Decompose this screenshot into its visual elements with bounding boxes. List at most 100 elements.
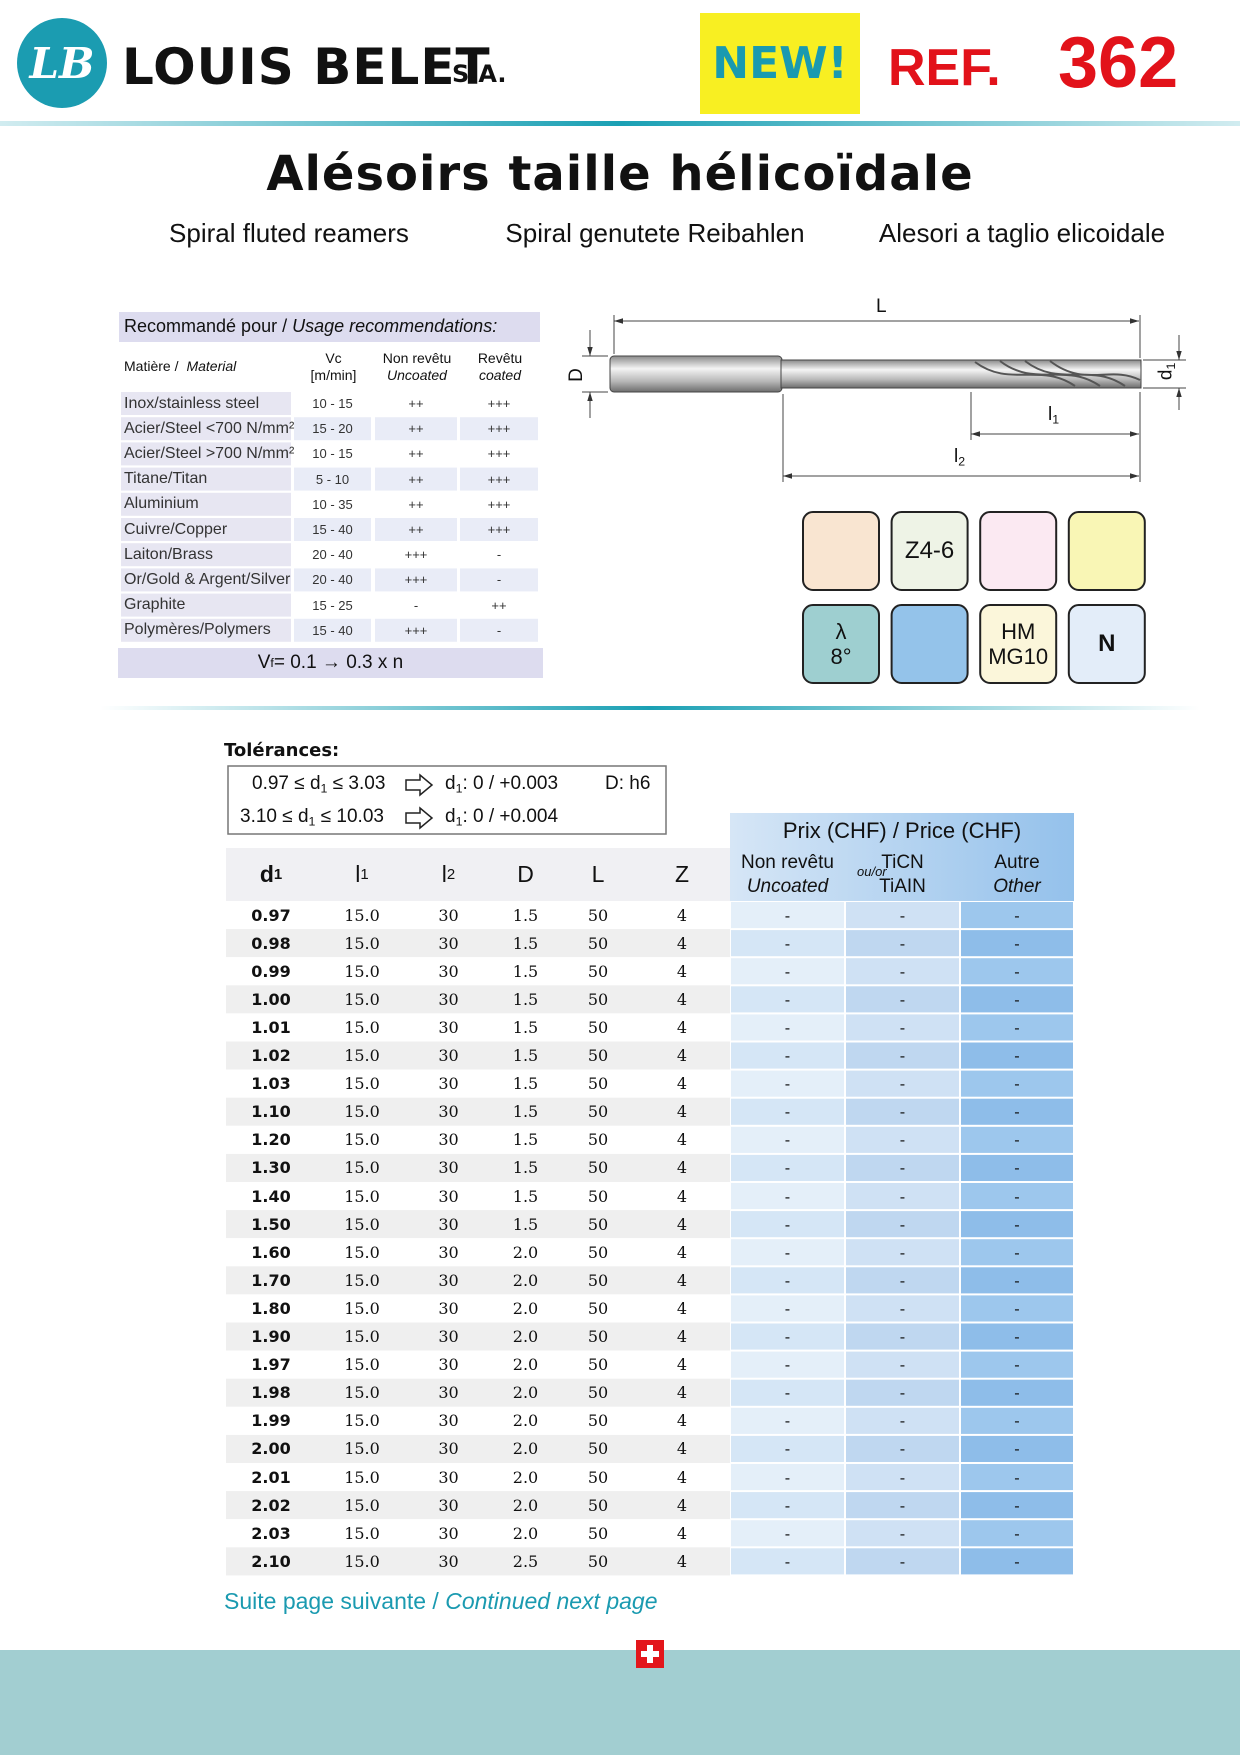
price-cell-bg <box>961 1295 1073 1322</box>
continued-en: Continued next page <box>445 1588 658 1614</box>
rec-column-header: Non revêtu Uncoated <box>375 345 459 389</box>
price-cell-bg <box>846 1183 959 1210</box>
rec-cell: Polymères/Polymers <box>124 621 271 639</box>
text-part: ≤ 10.03 <box>315 806 384 827</box>
table-cell: 1.5 <box>512 961 539 981</box>
icon-box <box>890 511 969 591</box>
table-cell: - <box>784 1467 791 1487</box>
tolerance-arrows <box>405 773 434 830</box>
row-bg <box>226 1406 730 1435</box>
rec-cell: - <box>413 597 419 613</box>
table-header-bg <box>226 848 730 901</box>
rec-cell-bg <box>460 392 538 415</box>
icon-box <box>1067 511 1146 591</box>
price-cell-bg <box>961 1548 1073 1575</box>
table-cell: 2.10 <box>251 1551 291 1571</box>
text-part: Z <box>674 861 690 887</box>
rec-cell: 15 - 40 <box>312 522 353 537</box>
table-cell: - <box>784 1270 791 1290</box>
table-cell: 4 <box>676 1383 688 1403</box>
text-part: ≤ 3.03 <box>327 773 386 794</box>
table-cell: 1.02 <box>251 1046 291 1065</box>
tolerance-value: d1: 0 / +0.003 <box>445 773 558 796</box>
table-cell: - <box>1014 933 1020 953</box>
continued-note: Suite page suivante / Continued next pag… <box>224 1588 658 1615</box>
price-cell-bg <box>731 1183 844 1210</box>
row-bg <box>226 1153 730 1182</box>
table-cell: - <box>784 1327 791 1346</box>
row-bg <box>226 957 730 986</box>
table-cell: 15.0 <box>344 1327 380 1346</box>
icon-line: N <box>1098 630 1116 658</box>
table-cell: - <box>899 1467 906 1487</box>
subscript: 2 <box>958 454 966 469</box>
row-bg <box>226 1069 730 1098</box>
table-cell: - <box>784 1186 791 1206</box>
rec-cell: Laiton/Brass <box>124 545 213 563</box>
rec-cell: ++ <box>408 446 424 462</box>
price-cell-bg <box>731 1154 844 1181</box>
table-cell: 50 <box>587 1327 609 1346</box>
table-cell: 15.0 <box>344 1439 380 1459</box>
price-column-label: TiCN <box>881 851 924 873</box>
rec-cell-bg <box>375 593 457 617</box>
table-cell: 1.5 <box>512 1214 539 1234</box>
table-cell: 2.0 <box>512 1523 539 1543</box>
table-cell: 30 <box>438 1270 459 1290</box>
table-cell: 4 <box>676 1411 688 1431</box>
table-cell: 50 <box>587 1523 609 1543</box>
row-bg <box>226 1519 730 1548</box>
rec-cell-bg <box>460 442 538 466</box>
table-cell: - <box>1014 1130 1020 1150</box>
tolerance-box <box>227 765 667 835</box>
table-cell: 2.0 <box>512 1270 539 1290</box>
rec-column-header: Vc [m/min] <box>294 345 373 389</box>
row-bg <box>226 1182 730 1211</box>
table-cell: - <box>784 1130 791 1150</box>
price-cell-bg <box>731 1211 844 1238</box>
price-cell-bg <box>731 1520 844 1547</box>
rec-cell: +++ <box>487 396 511 411</box>
price-cell-bg <box>846 1435 959 1462</box>
table-cell: 30 <box>438 1186 459 1206</box>
table-cell: 15.0 <box>344 1046 380 1065</box>
text-part: L <box>591 861 605 887</box>
table-cell: 50 <box>587 1495 609 1515</box>
price-header-bg <box>730 813 1074 901</box>
row-bg <box>226 1434 730 1463</box>
price-cell-bg <box>846 1548 959 1575</box>
table-cell: 15.0 <box>344 1214 380 1234</box>
table-cell: 30 <box>438 1017 459 1037</box>
dimension-label: D <box>566 368 588 382</box>
table-cell: 15.0 <box>344 1242 380 1262</box>
row-bg <box>226 1210 730 1239</box>
row-bg <box>226 985 730 1014</box>
row-bg <box>226 1294 730 1323</box>
table-cell: 4 <box>676 1242 688 1262</box>
rec-cell-bg <box>294 417 371 441</box>
price-cell-bg <box>961 1070 1073 1097</box>
price-cell-bg <box>961 1211 1073 1238</box>
price-cell-bg <box>731 930 844 957</box>
rec-cell-bg <box>294 442 371 466</box>
rec-cell-bg <box>294 518 371 541</box>
table-cell: 2.01 <box>251 1467 291 1487</box>
table-cell: 4 <box>676 1017 688 1037</box>
rec-cell-bg <box>294 543 371 567</box>
table-cell: 50 <box>587 1158 609 1178</box>
price-cell-bg <box>961 902 1073 929</box>
table-cell: 1.03 <box>251 1074 291 1094</box>
table-cell: 15.0 <box>344 989 380 1009</box>
table-cell: - <box>1014 989 1020 1009</box>
table-cell: 15.0 <box>344 1298 380 1318</box>
subtitle: Alesori a taglio elicoidale <box>878 218 1166 248</box>
table-cell: - <box>784 1411 791 1431</box>
table-cell: 0.98 <box>251 933 291 953</box>
price-cell-bg <box>961 1183 1073 1210</box>
table-cell: - <box>1014 1523 1020 1543</box>
table-cell: 30 <box>438 1467 459 1487</box>
price-cell-bg <box>846 1042 959 1069</box>
table-cell: 2.0 <box>512 1355 539 1375</box>
